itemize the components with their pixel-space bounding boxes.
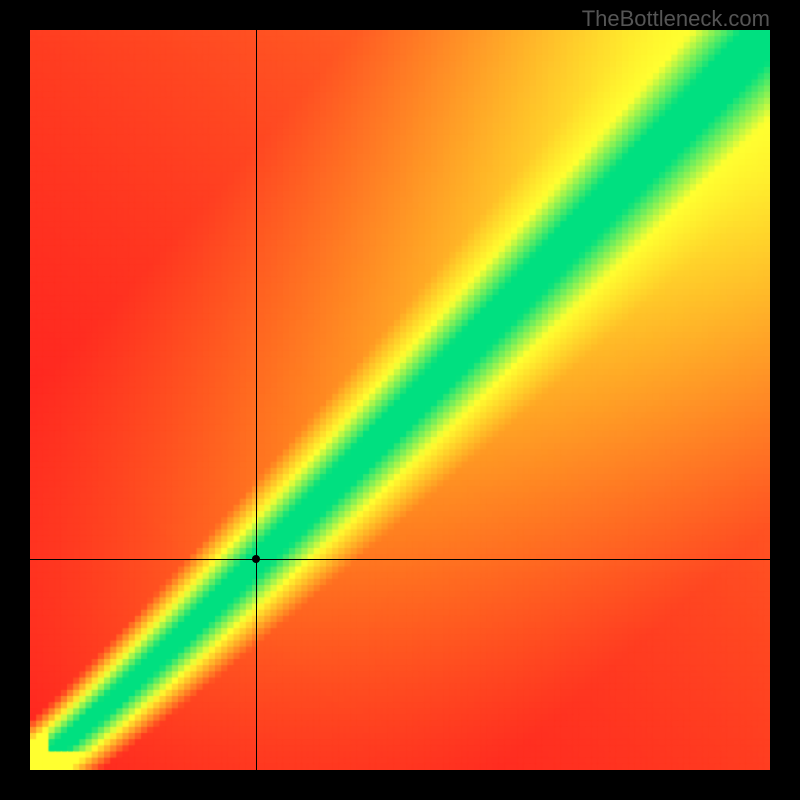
plot-area: [30, 30, 770, 770]
watermark-text: TheBottleneck.com: [582, 6, 770, 32]
crosshair-horizontal: [30, 559, 770, 560]
crosshair-vertical: [256, 30, 257, 770]
crosshair-marker: [252, 555, 260, 563]
heatmap-canvas: [30, 30, 770, 770]
